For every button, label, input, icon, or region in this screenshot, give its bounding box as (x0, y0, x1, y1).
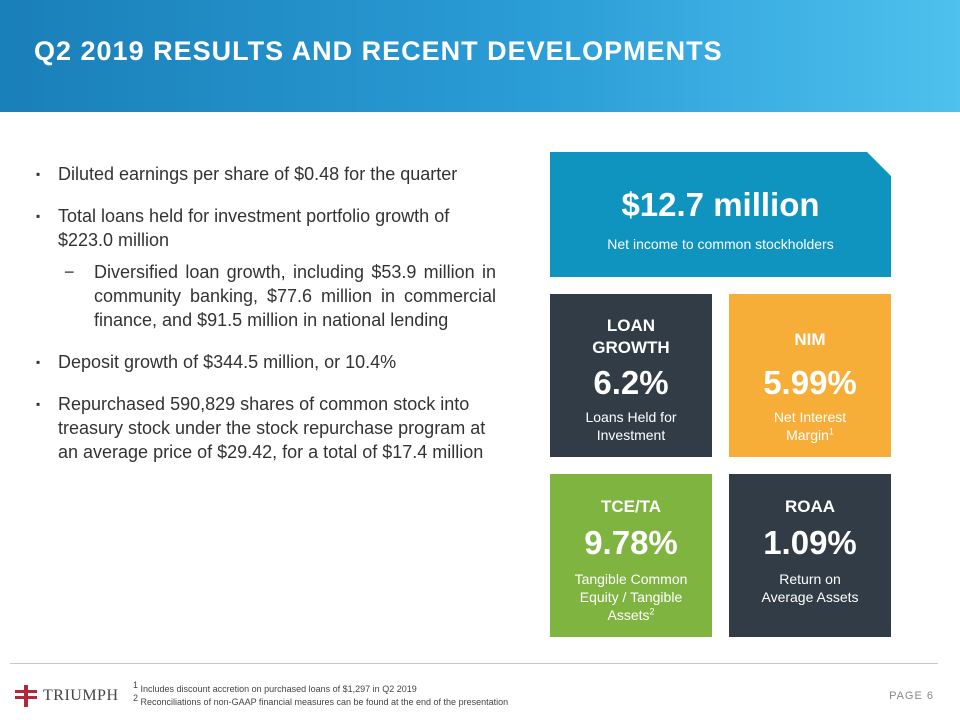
bullet-deposits: ▪ Deposit growth of $344.5 million, or 1… (36, 350, 496, 374)
bullet-marker: ▪ (36, 209, 41, 223)
sub-bullet-loan-growth: − Diversified loan growth, including $53… (36, 260, 496, 332)
loan-growth-head: LOAN GROWTH (592, 316, 670, 357)
nim-card: NIM 5.99% Net Interest Margin1 (729, 294, 891, 457)
cross-logo-icon (15, 685, 37, 707)
net-income-card: $12.7 million Net income to common stock… (550, 152, 891, 277)
sub-bullet-marker: − (64, 262, 75, 282)
company-logo: TRIUMPH (14, 684, 119, 708)
logo-text: TRIUMPH (43, 687, 119, 704)
card-corner-cut (867, 152, 891, 176)
roaa-value: 1.09% (763, 524, 857, 561)
roaa-head: ROAA (784, 497, 836, 516)
bullet-repurchase: ▪ Repurchased 590,829 shares of common s… (36, 392, 496, 464)
nim-label: Net Interest Margin (773, 409, 847, 443)
net-income-label: Net income to common stockholders (607, 236, 834, 252)
header-banner: Q2 2019 RESULTS AND RECENT DEVELOPMENTS (0, 0, 960, 112)
bullet-text: Total loans held for investment portfoli… (58, 206, 450, 250)
footnote-2-text: Reconciliations of non-GAAP financial me… (140, 697, 509, 707)
loan-growth-value: 6.2% (593, 364, 669, 401)
page-number: PAGE 6 (889, 690, 934, 702)
footnote-1-text: Includes discount accretion on purchased… (140, 684, 417, 694)
bullet-text: Diluted earnings per share of $0.48 for … (58, 164, 458, 184)
page-title: Q2 2019 RESULTS AND RECENT DEVELOPMENTS (34, 36, 723, 66)
bullet-list: ▪ Diluted earnings per share of $0.48 fo… (36, 162, 496, 482)
tce-ta-label-wrap: Tangible Common Equity / Tangible Assets… (550, 570, 712, 624)
bullet-text: Deposit growth of $344.5 million, or 10.… (58, 352, 397, 372)
bullet-eps: ▪ Diluted earnings per share of $0.48 fo… (36, 162, 496, 186)
footnote-2: 2 Reconciliations of non-GAAP financial … (133, 693, 509, 709)
sub-bullet-text: Diversified loan growth, including $53.9… (94, 262, 496, 330)
bullet-marker: ▪ (36, 167, 41, 181)
footer-divider (10, 663, 938, 664)
net-income-value: $12.7 million (621, 186, 820, 223)
footnote-1: 1 Includes discount accretion on purchas… (133, 680, 508, 696)
footnote-2-number: 2 (133, 693, 139, 703)
loan-growth-card: LOAN GROWTH 6.2% Loans Held for Investme… (550, 294, 712, 457)
tce-ta-label: Tangible Common Equity / Tangible Assets (574, 571, 688, 623)
bullet-marker: ▪ (36, 355, 41, 369)
tce-ta-value: 9.78% (584, 524, 678, 561)
bullet-loans: ▪ Total loans held for investment portfo… (36, 204, 496, 252)
roaa-card: ROAA 1.09% Return on Average Assets (729, 474, 891, 637)
nim-head: NIM (794, 330, 826, 349)
loan-growth-label: Loans Held for Investment (585, 409, 677, 443)
bullet-text: Repurchased 590,829 shares of common sto… (58, 394, 486, 462)
nim-footnote: 1 (828, 426, 834, 437)
tce-ta-card: TCE/TA 9.78% Tangible Common Equity / Ta… (550, 474, 712, 637)
footnotes: 1 Includes discount accretion on purchas… (133, 680, 509, 709)
roaa-label: Return on Average Assets (761, 571, 859, 605)
tce-ta-footnote: 2 (649, 606, 655, 617)
tce-ta-head: TCE/TA (600, 497, 662, 516)
footnote-1-number: 1 (133, 680, 139, 690)
nim-value: 5.99% (763, 364, 857, 401)
nim-label-wrap: Net Interest Margin1 (729, 408, 891, 444)
bullet-marker: ▪ (36, 397, 41, 411)
